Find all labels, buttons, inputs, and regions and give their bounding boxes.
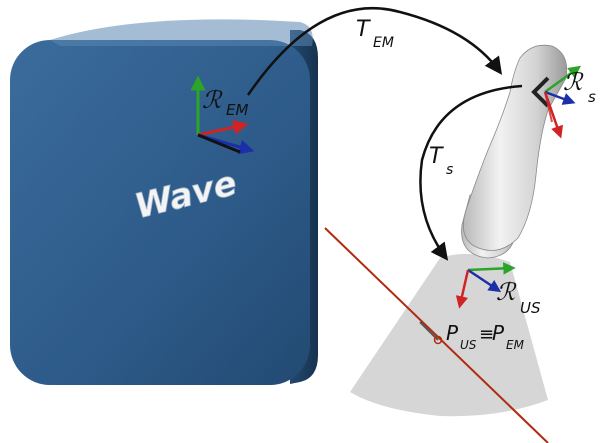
em-frame-symbol: ℛ [202,86,223,114]
sensor-frame-axes [531,65,582,139]
point-subscript-a: US [460,338,477,352]
us-frame-symbol: ℛ [496,278,517,306]
em-frame-subscript: EM [226,101,248,119]
point-equiv: ≡ [479,324,494,345]
point-subscript-b: EM [506,338,525,352]
sensor-bracket [531,76,550,108]
transform-em-subscript: EM [373,35,394,51]
point-symbol-b: P [492,321,505,345]
needle-line [324,227,549,443]
point-symbol-a: P [446,321,459,345]
us-frame-subscript: US [520,299,541,317]
us-frame-axes [455,262,516,309]
us-axis-y [467,262,516,275]
transform-s-subscript: s [446,162,453,178]
transform-s-symbol: T [429,144,444,169]
ultrasound-beam [350,253,548,417]
sensor-axis-x2 [544,91,553,123]
sensor-frame-symbol: ℛ [563,68,584,96]
us-axis-x [455,269,470,309]
em-field-generator: Wave [10,19,318,385]
probe-handle [462,44,568,251]
target-point [433,335,443,345]
ultrasound-probe [461,44,568,259]
box-top-highlight [50,19,313,46]
em-frame-axes [190,75,255,155]
em-axis-black [197,133,241,154]
sensor-frame-subscript: s [588,88,596,106]
transform-em-arrow [246,7,503,96]
transform-s-arrow [419,84,523,261]
transform-em-symbol: T [356,17,371,42]
sensor-axis-y [544,65,582,94]
us-axis-z [467,268,502,293]
sensor-axis-z [544,90,576,105]
em-axis-x [197,119,249,137]
